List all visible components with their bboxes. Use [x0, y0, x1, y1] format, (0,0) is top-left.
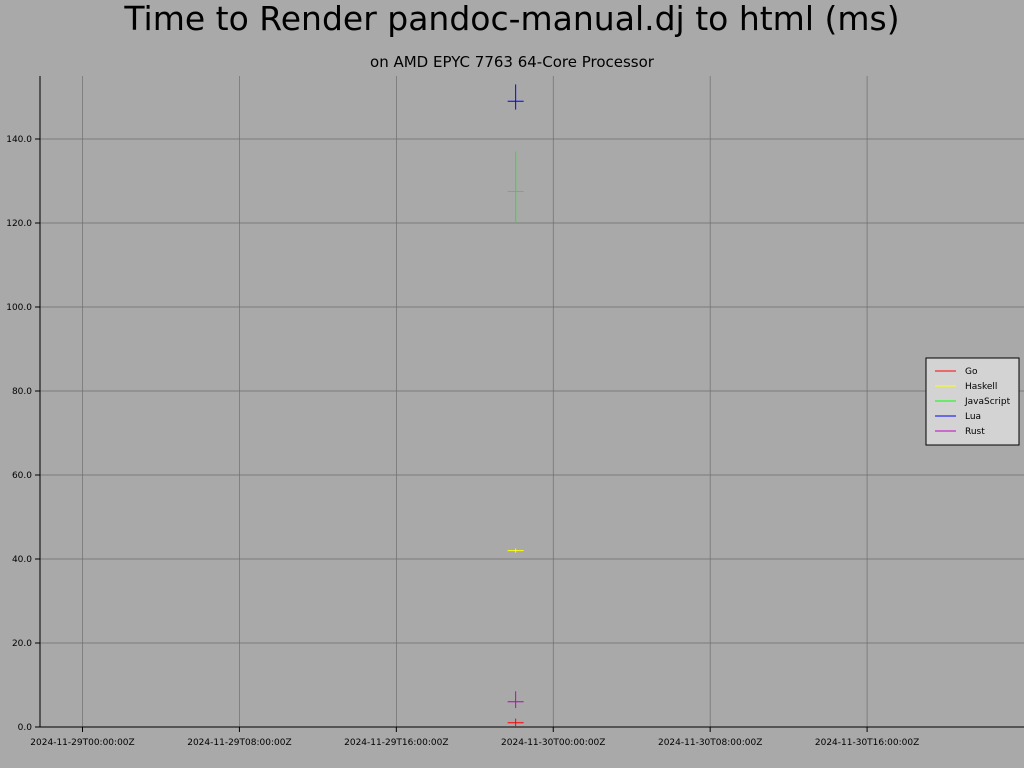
x-tick-label: 2024-11-30T16:00:00Z — [815, 738, 919, 748]
legend-label: JavaScript — [964, 397, 1011, 407]
chart-title: Time to Render pandoc-manual.dj to html … — [124, 0, 900, 38]
chart-subtitle: on AMD EPYC 7763 64-Core Processor — [370, 53, 654, 71]
legend-label: Rust — [965, 427, 985, 437]
x-tick-label: 2024-11-30T08:00:00Z — [658, 738, 762, 748]
y-tick-label: 120.0 — [6, 219, 32, 229]
legend-label: Haskell — [965, 382, 997, 392]
x-tick-label: 2024-11-29T00:00:00Z — [30, 738, 134, 748]
y-tick-label: 140.0 — [6, 135, 32, 145]
y-tick-label: 40.0 — [12, 555, 32, 565]
y-tick-label: 0.0 — [18, 723, 33, 733]
x-tick-label: 2024-11-30T00:00:00Z — [501, 738, 605, 748]
x-tick-label: 2024-11-29T16:00:00Z — [344, 738, 448, 748]
legend-label: Go — [965, 367, 978, 377]
y-tick-label: 60.0 — [12, 471, 32, 481]
y-tick-label: 20.0 — [12, 639, 32, 649]
y-tick-label: 80.0 — [12, 387, 32, 397]
legend-label: Lua — [965, 412, 981, 422]
y-tick-label: 100.0 — [6, 303, 32, 313]
x-tick-label: 2024-11-29T08:00:00Z — [187, 738, 291, 748]
